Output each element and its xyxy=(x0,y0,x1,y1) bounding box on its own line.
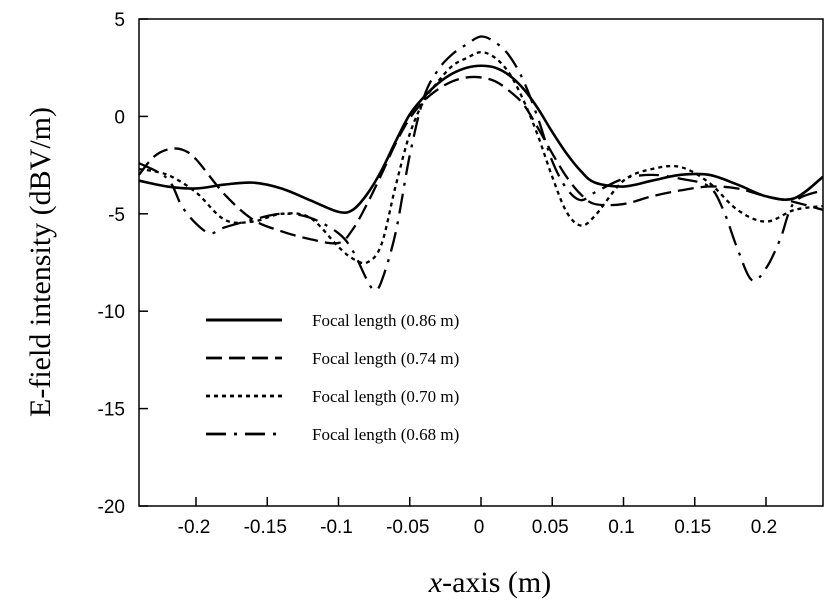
x-tick-label: -0.05 xyxy=(386,517,429,538)
y-tick-label: -20 xyxy=(98,497,125,518)
x-tick-label: 0.15 xyxy=(674,517,711,538)
x-tick-label: 0.2 xyxy=(751,517,777,538)
x-tick-label: -0.15 xyxy=(244,517,287,538)
y-tick-label: -15 xyxy=(98,400,125,421)
x-tick-label: -0.1 xyxy=(320,517,353,538)
x-axis-title-rest: -axis (m) xyxy=(442,566,551,599)
series-line-1 xyxy=(138,64,824,215)
plot-area-frame xyxy=(138,18,824,507)
y-tick-label: -10 xyxy=(98,302,125,323)
x-axis-title: x-axis (m) xyxy=(428,566,551,599)
series-layer xyxy=(138,35,824,292)
y-tick-label: -5 xyxy=(108,205,125,226)
x-tick-label: 0.1 xyxy=(608,517,634,538)
series-line-3 xyxy=(138,50,824,265)
series-line-4 xyxy=(138,35,824,292)
legend-label-1: Focal length (0.86 m) xyxy=(312,311,459,330)
y-tick-label: 5 xyxy=(114,10,125,31)
axis-ticks: -0.2 -0.15 -0.1 -0.05 0 0.05 0.1 0.15 0.2 5 0 -5 -10… xyxy=(98,10,778,538)
legend-label-2: Focal length (0.74 m) xyxy=(312,349,459,368)
legend-label-4: Focal length (0.68 m) xyxy=(312,425,459,444)
y-axis-title: E-field intensity (dBV/m) xyxy=(24,107,57,417)
x-tick-label: 0.05 xyxy=(532,517,569,538)
x-tick-label: 0 xyxy=(474,517,485,538)
legend-label-3: Focal length (0.70 m) xyxy=(312,387,459,406)
x-tick-label: -0.2 xyxy=(178,517,211,538)
y-tick-label: 0 xyxy=(114,107,125,128)
x-axis-title-italic: x xyxy=(428,566,443,599)
legend: Focal length (0.86 m) Focal length (0.74 … xyxy=(206,311,459,444)
series-line-2 xyxy=(138,75,824,245)
